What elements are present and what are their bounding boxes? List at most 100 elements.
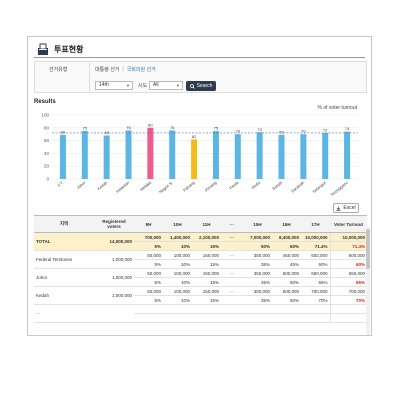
- table-row: [34, 313, 367, 323]
- data-label: 74: [345, 126, 350, 131]
- x-tick-label: Sarawak: [290, 180, 305, 194]
- table-scrollbar-thumb[interactable]: [366, 229, 370, 269]
- search-button-label: Search: [196, 83, 213, 89]
- bar[interactable]: [278, 134, 285, 179]
- turnout-cell: 60%: [329, 259, 367, 269]
- page-title: 투표현황: [54, 44, 84, 54]
- hourly-value-cell: [301, 313, 330, 323]
- bar[interactable]: [125, 130, 132, 179]
- col-9h: 9H: [134, 215, 163, 233]
- hourly-value-cell: 7,000,000: [243, 232, 272, 242]
- data-label: 76: [170, 125, 175, 130]
- x-tick-label: Selangor: [311, 180, 327, 195]
- data-label: 75: [83, 126, 88, 131]
- hourly-value-cell: 100,000: [163, 268, 192, 278]
- turnout-bar-chart: 0 20 40 60 80 100 69 F.T. 75 Johor 68 Kedah 76 Kelant…: [41, 113, 358, 197]
- col-voter-turnout: Voter Turnout: [330, 215, 367, 233]
- bar[interactable]: [234, 134, 241, 179]
- round-select[interactable]: 14th ▼: [95, 81, 133, 90]
- hourly-value-cell: [221, 313, 243, 323]
- filter-divider: [89, 62, 90, 92]
- bar[interactable]: [169, 130, 176, 179]
- table-row: Federal Territories 1,000,000 50,000 100,00…: [34, 250, 367, 269]
- bar[interactable]: [322, 132, 329, 179]
- hourly-value-cell: 15%: [192, 277, 221, 287]
- hourly-value-cell: 50,000: [134, 268, 163, 278]
- bar[interactable]: [147, 127, 154, 179]
- table-row: 5% 10% 15% 35% 50% 65% 65%: [34, 277, 367, 287]
- hourly-value-cell: [134, 313, 163, 323]
- hourly-value-cell: 65%: [301, 277, 330, 287]
- bar[interactable]: [344, 131, 351, 179]
- option-national-assembly[interactable]: 국회의원 선거: [126, 67, 156, 73]
- x-tick-label: Terengganu: [329, 180, 348, 197]
- hourly-value-cell: 15%: [192, 241, 221, 251]
- y-tick-label: 40: [44, 151, 50, 156]
- round-select-value: 14th: [99, 82, 109, 88]
- bar[interactable]: [300, 134, 307, 179]
- col-ellipsis: ···: [221, 215, 243, 233]
- hourly-value-cell: 10%: [163, 259, 192, 269]
- hourly-value-cell: 15%: [192, 295, 221, 305]
- bar[interactable]: [212, 131, 219, 179]
- hourly-value-cell: 650,000: [301, 268, 330, 278]
- x-tick-label: F.T.: [57, 180, 65, 188]
- filter-panel: 선거유형 대통령 선거 | 국회의원 선거 14th ▼ 시도 All ▼ Se…: [34, 61, 367, 93]
- turnout-cell: [329, 304, 367, 314]
- col-17h: 17H: [301, 215, 330, 233]
- hourly-value-cell: [134, 304, 163, 314]
- hourly-value-cell: 500,000: [272, 268, 301, 278]
- bar[interactable]: [256, 132, 263, 179]
- col-15h: 15H: [243, 215, 272, 233]
- turnout-table: 지역 Registered voters 9H 10H 11H ··· 15H …: [34, 215, 367, 323]
- x-tick-label: Melaka: [139, 179, 153, 192]
- y-tick-label: 20: [44, 164, 50, 169]
- x-tick-label: Johor: [76, 180, 87, 191]
- results-heading: Results: [34, 99, 56, 105]
- turnout-cell: 650,000: [329, 268, 367, 278]
- table-scrollbar-track[interactable]: [366, 227, 370, 335]
- option-presidential[interactable]: 대통령 선거: [95, 67, 120, 73]
- hourly-value-cell: 71.4%: [301, 241, 330, 251]
- region-cell: Kedah: [34, 286, 94, 305]
- hourly-value-cell: ···: [221, 250, 243, 260]
- x-tick-label: Penang: [204, 180, 218, 193]
- bar[interactable]: [103, 135, 110, 179]
- hourly-value-cell: [301, 304, 330, 314]
- province-select-value: All: [153, 82, 159, 88]
- hourly-value-cell: 350,000: [243, 286, 272, 296]
- col-10h: 10H: [163, 215, 192, 233]
- hourly-value-cell: 10%: [163, 241, 192, 251]
- data-label: 69: [279, 129, 284, 134]
- hourly-value-cell: 60%: [272, 241, 301, 251]
- col-registered: Registered voters: [94, 215, 134, 233]
- x-tick-label: Kedah: [96, 180, 108, 191]
- bar[interactable]: [81, 131, 88, 179]
- turnout-cell: 10,000,000: [329, 232, 367, 242]
- y-tick-label: 80: [44, 125, 50, 130]
- ballot-box-icon: [38, 43, 48, 55]
- data-label: 73: [257, 127, 262, 132]
- hourly-value-cell: [192, 304, 221, 314]
- x-tick-label: Perak: [228, 180, 239, 191]
- hourly-value-cell: 35%: [243, 259, 272, 269]
- region-cell: ···: [34, 304, 94, 323]
- table-row: Johor 1,000,000 50,000 100,000 150,000 ··· 350…: [34, 268, 367, 287]
- province-select[interactable]: All ▼: [149, 81, 183, 90]
- search-icon: [189, 83, 195, 89]
- excel-export-button[interactable]: Excel: [333, 203, 359, 213]
- bar[interactable]: [59, 134, 66, 179]
- hourly-value-cell: 10,000,000: [301, 232, 330, 242]
- hourly-value-cell: 150,000: [192, 268, 221, 278]
- data-label: 80: [148, 122, 153, 127]
- hourly-value-cell: 700,000: [134, 232, 163, 242]
- bar[interactable]: [191, 139, 198, 179]
- hourly-value-cell: 100,000: [163, 250, 192, 260]
- app-window: 투표현황 선거유형 대통령 선거 | 국회의원 선거 14th ▼ 시도 All…: [27, 36, 372, 336]
- col-region: 지역: [34, 215, 94, 233]
- data-label: 69: [61, 129, 66, 134]
- data-label: 70: [301, 129, 306, 134]
- hourly-value-cell: [221, 277, 243, 287]
- search-button[interactable]: Search: [186, 81, 216, 91]
- registered-voters-cell: 1,000,000: [94, 268, 134, 287]
